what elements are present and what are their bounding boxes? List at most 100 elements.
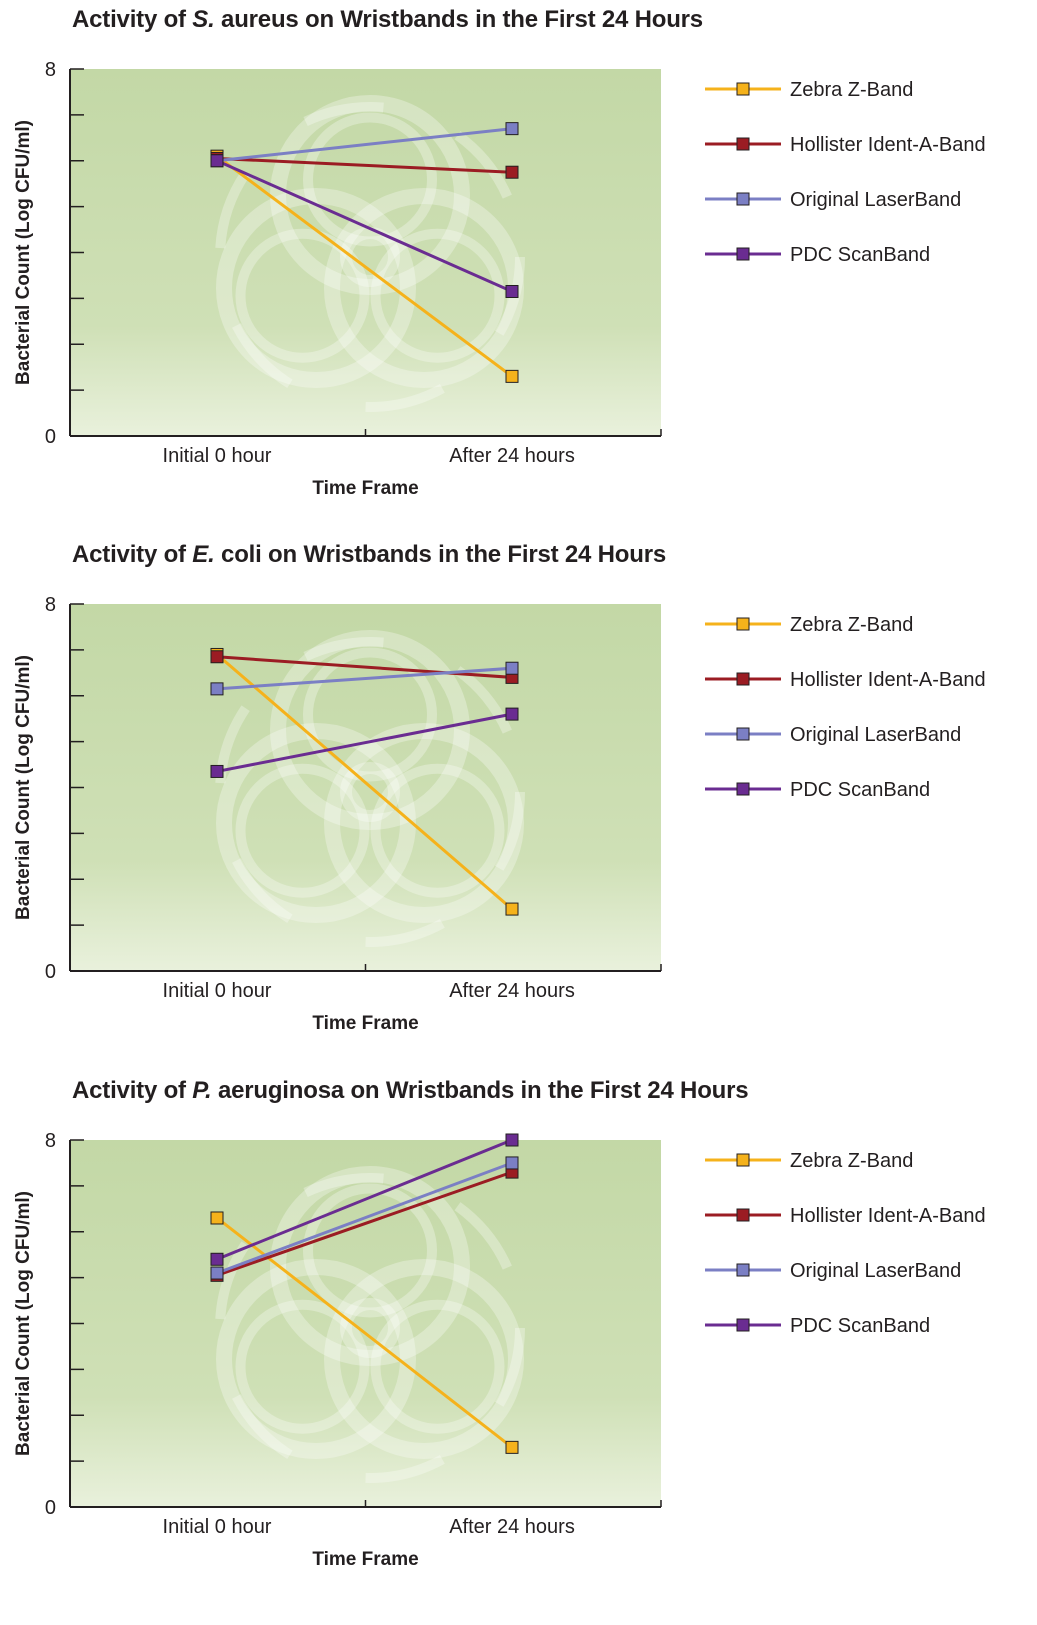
series-line-zebra-z-band [216, 154, 513, 378]
plot-area [70, 1140, 661, 1507]
series-line-pdc-scanband [216, 159, 513, 293]
legend-marker [736, 192, 750, 206]
legend-label: PDC ScanBand [790, 244, 930, 266]
plot-area [70, 604, 661, 971]
y-axis-title: Bacterial Count (Log CFU/ml) [13, 655, 34, 920]
series-line-pdc-scanband [216, 1138, 513, 1261]
data-point-zebra-z-band [505, 902, 519, 916]
y-tick-label: 8 [45, 1130, 56, 1152]
legend-marker [736, 672, 750, 686]
series-line-original-laserband [216, 1161, 513, 1275]
legend-marker [736, 82, 750, 96]
legend-item-hollister-ident-a-band: Hollister Ident-A-Band [705, 669, 986, 691]
legend-label: PDC ScanBand [790, 1315, 930, 1337]
chart-p-aeruginosa: Activity of P. aeruginosa on Wristbands … [0, 1071, 1037, 1611]
data-point-original-laserband [505, 661, 519, 675]
data-point-hollister-ident-a-band [210, 650, 224, 664]
title-species: E. [192, 541, 215, 568]
legend-label: Hollister Ident-A-Band [790, 134, 986, 156]
legend-item-hollister-ident-a-band: Hollister Ident-A-Band [705, 134, 986, 156]
data-point-original-laserband [210, 682, 224, 696]
y-axis-title: Bacterial Count (Log CFU/ml) [13, 1191, 34, 1456]
y-tick-label: 0 [45, 961, 56, 983]
x-tick-label: Initial 0 hour [163, 1516, 272, 1538]
legend-marker [736, 727, 750, 741]
legend-marker [736, 617, 750, 631]
data-point-pdc-scanband [210, 154, 224, 168]
legend-label: Hollister Ident-A-Band [790, 1205, 986, 1227]
chart-title: Activity of P. aeruginosa on Wristbands … [72, 1077, 749, 1105]
data-point-original-laserband [505, 1156, 519, 1170]
legend-marker [736, 782, 750, 796]
series-line-original-laserband [216, 666, 513, 691]
y-axis-title: Bacterial Count (Log CFU/ml) [13, 120, 34, 385]
legend-marker [736, 1263, 750, 1277]
legend-marker [736, 1208, 750, 1222]
legend-label: Zebra Z-Band [790, 1150, 913, 1172]
data-point-hollister-ident-a-band [505, 165, 519, 179]
legend-marker [736, 247, 750, 261]
chart-s-aureus: Activity of S. aureus on Wristbands in t… [0, 0, 1037, 540]
biohazard-icon [215, 95, 525, 412]
data-point-original-laserband [210, 1266, 224, 1280]
data-point-zebra-z-band [505, 369, 519, 383]
data-point-pdc-scanband [505, 1133, 519, 1147]
legend-item-zebra-z-band: Zebra Z-Band [705, 614, 913, 636]
plot-area [70, 69, 661, 436]
legend-label: Hollister Ident-A-Band [790, 669, 986, 691]
legend-item-zebra-z-band: Zebra Z-Band [705, 79, 913, 101]
series-line-pdc-scanband [216, 712, 513, 773]
x-tick-label: Initial 0 hour [163, 445, 272, 467]
data-point-pdc-scanband [505, 284, 519, 298]
chart-plot: 0 8 Initial 0 hour After 24 hours Time Frame… [13, 59, 986, 499]
y-tick-label: 8 [45, 59, 56, 81]
legend-marker [736, 137, 750, 151]
data-point-zebra-z-band [210, 1211, 224, 1225]
y-tick-label: 8 [45, 594, 56, 616]
title-prefix: Activity of [72, 1077, 193, 1104]
title-suffix: coli on Wristbands in the First 24 Hours [214, 541, 666, 568]
y-tick-label: 0 [45, 1497, 56, 1519]
series-line-zebra-z-band [216, 653, 513, 911]
title-suffix: aeruginosa on Wristbands in the First 24… [211, 1077, 749, 1104]
legend-label: Zebra Z-Band [790, 614, 913, 636]
title-species: P. [192, 1077, 212, 1104]
legend-item-original-laserband: Original LaserBand [705, 1260, 961, 1282]
x-axis-title: Time Frame [312, 1549, 418, 1570]
legend-label: PDC ScanBand [790, 779, 930, 801]
legend-item-pdc-scanband: PDC ScanBand [705, 779, 930, 801]
legend-marker [736, 1318, 750, 1332]
legend-item-pdc-scanband: PDC ScanBand [705, 244, 930, 266]
legend-label: Original LaserBand [790, 1260, 961, 1282]
title-prefix: Activity of [72, 541, 193, 568]
data-point-pdc-scanband [210, 764, 224, 778]
series-line-original-laserband [216, 127, 513, 163]
y-tick-label: 0 [45, 426, 56, 448]
legend-item-pdc-scanband: PDC ScanBand [705, 1315, 930, 1337]
data-point-zebra-z-band [505, 1440, 519, 1454]
series-line-hollister-ident-a-band [216, 1170, 513, 1277]
series-line-hollister-ident-a-band [216, 655, 513, 679]
chart-plot: 0 8 Initial 0 hour After 24 hours Time Frame… [13, 1130, 986, 1570]
legend-label: Original LaserBand [790, 189, 961, 211]
chart-e-coli: Activity of E. coli on Wristbands in the… [0, 535, 1037, 1075]
legend-label: Original LaserBand [790, 724, 961, 746]
title-species: S. [192, 6, 215, 33]
x-axis-title: Time Frame [312, 478, 418, 499]
x-tick-label: After 24 hours [449, 445, 575, 467]
chart-title: Activity of S. aureus on Wristbands in t… [72, 6, 703, 34]
legend-item-original-laserband: Original LaserBand [705, 189, 961, 211]
legend-item-hollister-ident-a-band: Hollister Ident-A-Band [705, 1205, 986, 1227]
x-tick-label: After 24 hours [449, 980, 575, 1002]
chart-plot: 0 8 Initial 0 hour After 24 hours Time Frame… [13, 594, 986, 1034]
chart-title: Activity of E. coli on Wristbands in the… [72, 541, 666, 569]
x-tick-label: Initial 0 hour [163, 980, 272, 1002]
legend-marker [736, 1153, 750, 1167]
title-prefix: Activity of [72, 6, 193, 33]
biohazard-icon [215, 1166, 525, 1483]
x-tick-label: After 24 hours [449, 1516, 575, 1538]
series-line-hollister-ident-a-band [216, 156, 513, 174]
legend-item-original-laserband: Original LaserBand [705, 724, 961, 746]
data-point-pdc-scanband [210, 1252, 224, 1266]
legend-label: Zebra Z-Band [790, 79, 913, 101]
